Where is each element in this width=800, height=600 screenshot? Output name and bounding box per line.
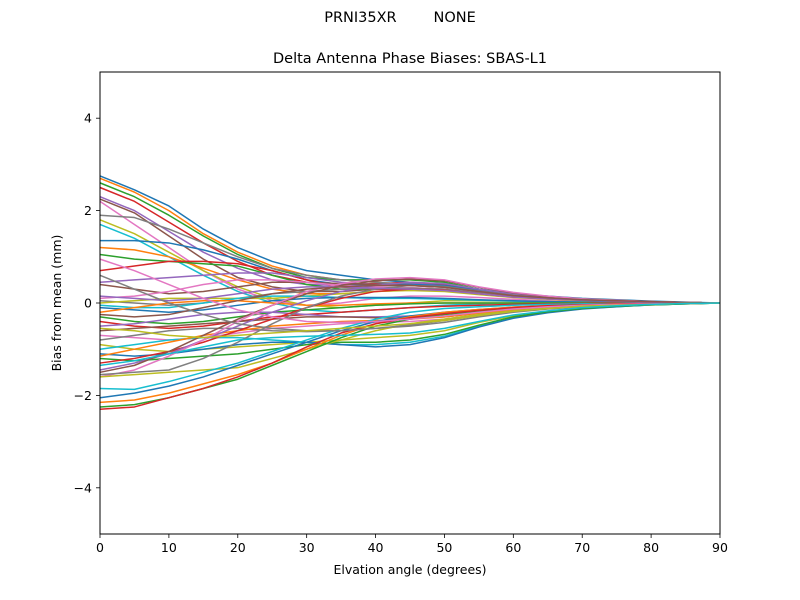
- x-tick-label: 80: [643, 540, 659, 555]
- x-tick-label: 20: [230, 540, 246, 555]
- y-tick-label: 0: [84, 296, 92, 311]
- series-line-46: [99, 284, 721, 318]
- x-tick-label: 90: [712, 540, 728, 555]
- chart-title: Delta Antenna Phase Biases: SBAS-L1: [273, 51, 547, 67]
- figure-suptitle: PRNI35XR NONE: [0, 10, 800, 26]
- y-tick-label: 2: [84, 203, 92, 218]
- x-axis: 0 10 20 30 40 50 60 70 80 90: [96, 534, 728, 555]
- x-tick-label: 0: [96, 540, 104, 555]
- x-tick-label: 40: [368, 540, 384, 555]
- y-tick-label: 4: [84, 111, 92, 126]
- series-line-50: [99, 302, 721, 367]
- series-line-47: [99, 258, 721, 324]
- antenna-name: PRNI35XR: [324, 10, 397, 26]
- x-tick-label: 50: [436, 540, 452, 555]
- radome-name: NONE: [433, 10, 476, 26]
- y-tick-label: −2: [74, 388, 92, 403]
- x-tick-label: 30: [299, 540, 315, 555]
- y-axis: −4 −2 0 2 4: [74, 111, 100, 495]
- series-layer: [99, 175, 721, 411]
- x-tick-label: 10: [161, 540, 177, 555]
- y-axis-label: Bias from mean (mm): [49, 235, 64, 372]
- y-tick-label: −4: [74, 480, 92, 495]
- x-tick-label: 70: [574, 540, 590, 555]
- x-axis-label: Elvation angle (degrees): [333, 562, 486, 577]
- x-tick-label: 60: [505, 540, 521, 555]
